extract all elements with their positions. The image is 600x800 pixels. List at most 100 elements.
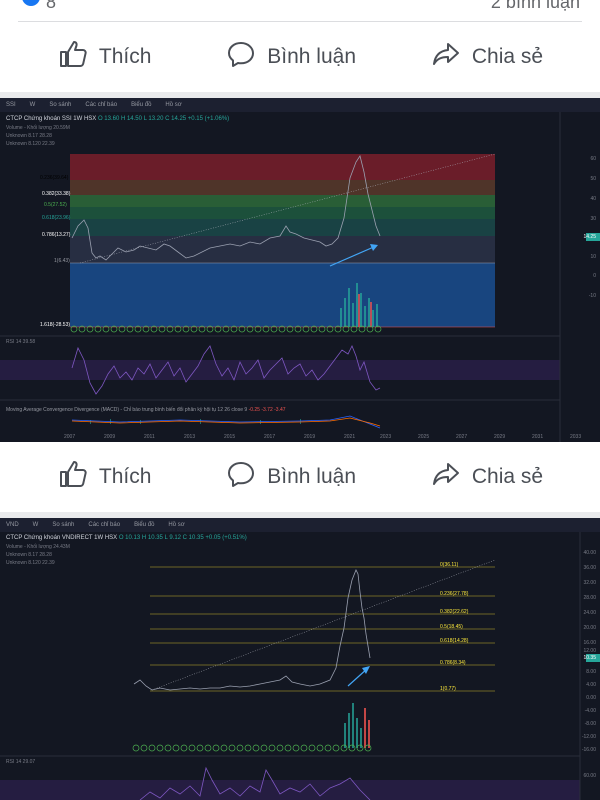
rsi-line — [139, 766, 371, 800]
trend-line — [151, 559, 496, 691]
last-price-label: 10.35 — [583, 655, 596, 661]
divider — [18, 21, 582, 22]
volume-label: Volume - Khối lượng 24.43M — [6, 544, 70, 550]
price-tick: 16.00 — [583, 640, 596, 646]
fib-label: 0(36.11) — [440, 562, 459, 568]
fib-label: 0.786(13.27) — [42, 232, 71, 238]
price-tick: -12.00 — [581, 734, 596, 740]
spacer — [0, 512, 600, 518]
fib-label: 0.786(8.34) — [440, 660, 466, 666]
fib-label: 0.382(22.62) — [440, 609, 469, 615]
symbol-button[interactable]: VND — [6, 522, 19, 528]
price-tick: 20.00 — [583, 625, 596, 631]
vnd-chart-canvas — [0, 532, 600, 800]
comment-bubble-icon — [225, 38, 257, 76]
share-label: Chia sẻ — [471, 45, 544, 68]
chart-title: CTCP Chứng khoán SSI 1W HSX O 13.60 H 14… — [6, 116, 229, 122]
ssi-chart-canvas — [0, 112, 600, 442]
profile-button[interactable]: Hồ sơ — [165, 102, 182, 108]
macd-label: Moving Average Convergence Divergence (M… — [6, 407, 286, 413]
indicators-button[interactable]: Các chỉ báo — [85, 102, 118, 108]
price-tick: 40 — [590, 196, 596, 202]
price-tick: 0 — [593, 273, 596, 279]
year-tick: 2015 — [224, 434, 236, 440]
fib-zone-brown — [70, 180, 495, 195]
fib-label: 1(0.77) — [440, 686, 456, 692]
year-tick: 2011 — [144, 434, 155, 440]
comment-bubble-icon — [225, 458, 257, 496]
compare-button[interactable]: So sánh — [49, 102, 72, 108]
price-tick: 12.00 — [583, 648, 596, 654]
action-bar: Thích Bình luận Chia sẻ — [0, 22, 600, 92]
fib-label: 1.618(-28.53) — [40, 322, 71, 328]
share-arrow-icon — [430, 38, 462, 76]
thumbs-up-icon — [57, 38, 89, 76]
comment-button[interactable]: Bình luận — [225, 38, 356, 76]
action-bar: Thích Bình luận Chia sẻ — [0, 442, 600, 512]
like-label: Thích — [98, 45, 152, 68]
like-reaction-icon — [22, 0, 40, 6]
chart-type-button[interactable]: Biểu đồ — [134, 522, 155, 528]
price-tick: 36.00 — [583, 565, 596, 571]
ssi-chart-screenshot: SSI W So sánh Các chỉ báo Biểu đồ Hồ sơ … — [0, 98, 600, 442]
last-price-marker — [586, 233, 600, 241]
interval-button[interactable]: W — [29, 102, 36, 108]
fib-zone-teal — [70, 219, 495, 236]
thumbs-up-icon — [57, 458, 89, 496]
fib-label: 0.5(27.52) — [44, 202, 67, 208]
profile-button[interactable]: Hồ sơ — [168, 522, 185, 528]
year-tick: 2009 — [104, 434, 116, 440]
vnd-volume-bars — [344, 703, 362, 748]
arrow-head — [370, 244, 378, 251]
like-label: Thích — [98, 465, 152, 488]
like-count: 8 — [46, 0, 57, 12]
year-tick: 2021 — [344, 434, 356, 440]
ohlc-values: O 10.13 H 10.35 L 9.12 C 10.35 +0.05 (+0… — [118, 535, 247, 541]
indicator-line-2: Unknown 8.120 22.39 — [6, 141, 55, 147]
like-button[interactable]: Thích — [57, 38, 152, 76]
year-tick: 2013 — [184, 434, 196, 440]
symbol-title: CTCP Chứng khoán VNDIRECT 1W HSX — [6, 535, 118, 541]
chart-title: CTCP Chứng khoán VNDIRECT 1W HSX O 10.13… — [6, 535, 247, 541]
indicator-line-2: Unknown 8.120 22.39 — [6, 560, 55, 566]
fib-zone-blue — [70, 263, 495, 327]
year-tick: 2025 — [418, 434, 430, 440]
fib-label: 0.618(14.28) — [440, 638, 469, 644]
fib-label: 0.5(18.45) — [440, 624, 463, 630]
fib-label: 0.236(27.78) — [440, 591, 469, 597]
rsi-band — [0, 360, 560, 380]
price-tick: 32.00 — [583, 580, 596, 586]
price-tick: -4.00 — [584, 708, 596, 714]
comment-button[interactable]: Bình luận — [225, 458, 356, 496]
macd-title: Moving Average Convergence Divergence (M… — [6, 407, 248, 413]
indicators-button[interactable]: Các chỉ báo — [88, 522, 121, 528]
previous-post-footer: 8 2 bình luận — [0, 0, 600, 22]
symbol-title: CTCP Chứng khoán SSI 1W HSX — [6, 116, 97, 122]
chart-type-button[interactable]: Biểu đồ — [131, 102, 152, 108]
symbol-button[interactable]: SSI — [6, 102, 16, 108]
year-tick: 2027 — [456, 434, 468, 440]
price-tick: 40.00 — [583, 550, 596, 556]
ssi-volume-bars — [340, 283, 378, 327]
compare-button[interactable]: So sánh — [52, 522, 75, 528]
comments-count[interactable]: 2 bình luận — [490, 0, 580, 12]
volume-label: Volume - Khối lượng 20.59M — [6, 125, 70, 131]
share-button[interactable]: Chia sẻ — [430, 458, 543, 496]
ssi-price-line — [71, 155, 381, 261]
interval-button[interactable]: W — [32, 522, 39, 528]
year-tick: 2031 — [532, 434, 544, 440]
comment-label: Bình luận — [267, 45, 357, 68]
price-tick: -16.00 — [581, 747, 596, 753]
share-button[interactable]: Chia sẻ — [430, 38, 543, 76]
share-label: Chia sẻ — [471, 465, 544, 488]
price-tick: -10 — [588, 293, 596, 299]
trend-line — [79, 153, 496, 264]
vnd-chart-screenshot: VND W So sánh Các chỉ báo Biểu đồ Hồ sơ … — [0, 518, 600, 800]
fib-lines — [150, 566, 495, 692]
event-markers — [70, 325, 382, 333]
price-tick: 24.00 — [583, 610, 596, 616]
like-button[interactable]: Thích — [57, 458, 152, 496]
rsi-line — [71, 345, 381, 395]
year-tick: 2019 — [304, 434, 316, 440]
macd-line — [71, 415, 381, 429]
